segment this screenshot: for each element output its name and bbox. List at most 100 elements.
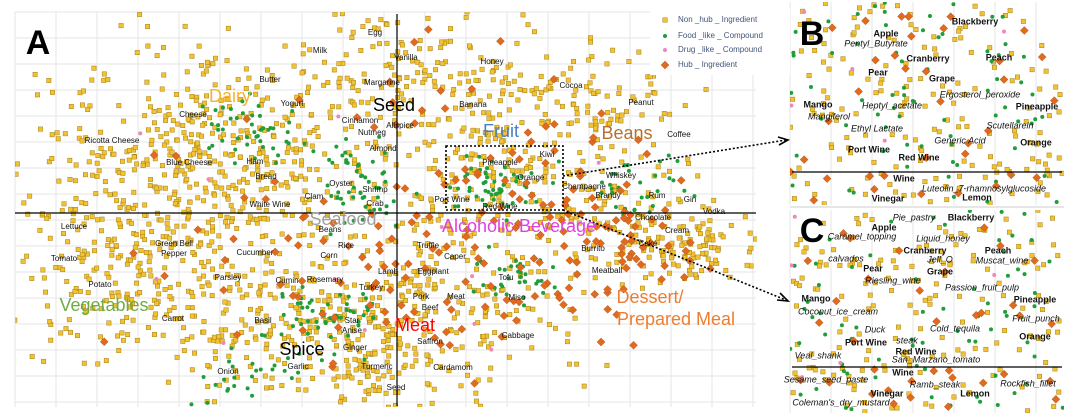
compound-point xyxy=(552,285,557,290)
ingredient-point xyxy=(270,239,276,245)
ingredient-point xyxy=(693,272,698,278)
ingredient-point xyxy=(996,280,1002,286)
ingredient-point xyxy=(969,162,975,168)
compound-point xyxy=(506,204,511,209)
ingredient-point xyxy=(901,192,907,198)
ingredient-point xyxy=(429,400,435,406)
compound-point xyxy=(536,279,541,284)
ingredient-point xyxy=(475,288,481,294)
category-label: Dessert/ xyxy=(616,287,683,307)
ingredient-point xyxy=(893,265,899,271)
ingredient-point xyxy=(158,134,164,140)
ingredient-point xyxy=(581,383,587,389)
compound-point xyxy=(1054,199,1059,204)
ingredient-point xyxy=(438,364,444,370)
ingredient-point xyxy=(362,233,368,239)
ingredient-point xyxy=(200,122,206,128)
ingredient-point xyxy=(259,97,265,103)
compound-point xyxy=(1003,42,1008,47)
ingredient-point xyxy=(477,136,483,141)
ingredient-label: Kiwi xyxy=(540,150,555,159)
ingredient-point xyxy=(344,75,350,81)
ingredient-point xyxy=(171,191,177,197)
compound-point xyxy=(827,237,832,242)
ingredient-point xyxy=(359,332,365,338)
ingredient-point xyxy=(307,47,313,53)
ingredient-label: Eggplant xyxy=(417,267,449,276)
hub-point xyxy=(409,37,419,47)
hub-point xyxy=(240,193,249,202)
ingredient-point xyxy=(910,192,916,198)
ingredient-point xyxy=(851,30,857,36)
ingredient-point xyxy=(105,237,111,243)
ingredient-point xyxy=(230,133,236,139)
ingredient-point xyxy=(59,208,65,214)
ingredient-point xyxy=(438,45,444,50)
ingredient-point xyxy=(274,121,279,127)
ingredient-point xyxy=(812,191,818,197)
hub-point xyxy=(617,243,626,252)
compound-point xyxy=(967,338,972,343)
ingredient-point xyxy=(409,317,415,323)
compound-point xyxy=(920,309,925,314)
panel-c-points xyxy=(790,210,1064,413)
ingredient-point xyxy=(337,27,343,33)
hub-point xyxy=(473,168,483,177)
compound-point xyxy=(1024,381,1029,386)
compound-point xyxy=(1005,273,1010,278)
ingredient-point xyxy=(700,251,705,257)
compound-point xyxy=(363,175,368,180)
compound-point xyxy=(285,356,290,361)
ingredient-point xyxy=(262,373,268,379)
ingredient-point xyxy=(83,308,89,314)
legend-marker xyxy=(660,60,670,70)
ingredient-point xyxy=(816,263,822,269)
ingredient-point xyxy=(393,239,399,245)
ingredient-point xyxy=(165,105,171,111)
ingredient-point xyxy=(174,354,180,360)
ingredient-point xyxy=(233,186,239,192)
ingredient-label: Cucumber xyxy=(237,248,274,257)
ingredient-point xyxy=(697,244,703,250)
ingredient-point xyxy=(49,132,55,138)
ingredient-point xyxy=(68,291,74,297)
ingredient-point xyxy=(643,275,648,281)
ingredient-point xyxy=(264,252,270,258)
ingredient-point xyxy=(99,216,105,222)
ingredient-point xyxy=(1020,305,1026,311)
hub-point xyxy=(219,285,228,295)
compound-point xyxy=(351,195,356,200)
ingredient-point xyxy=(577,150,583,156)
ingredient-point xyxy=(113,303,119,309)
ingredient-point xyxy=(744,262,750,268)
ingredient-point xyxy=(15,161,20,167)
compound-point xyxy=(249,122,254,127)
ingredient-point xyxy=(492,330,498,335)
hub-point xyxy=(557,215,567,225)
compound-point xyxy=(839,323,844,328)
compound-point xyxy=(260,145,265,150)
compound-point xyxy=(492,179,497,184)
ingredient-point xyxy=(375,303,381,309)
ingredient-point xyxy=(1026,105,1032,111)
ingredient-point xyxy=(937,256,943,262)
compound-point xyxy=(847,188,852,193)
ingredient-point xyxy=(462,219,468,225)
ingredient-point xyxy=(956,124,962,130)
ingredient-point xyxy=(365,18,371,24)
ingredient-point xyxy=(55,136,61,142)
compound-point xyxy=(905,164,910,169)
ingredient-point xyxy=(126,204,131,210)
ingredient-point xyxy=(0,119,1,123)
ingredient-point xyxy=(964,123,970,129)
ingredient-point xyxy=(147,183,153,189)
ingredient-point xyxy=(821,201,827,205)
compound-point xyxy=(296,370,301,375)
hub-label: Mango xyxy=(802,293,831,303)
ingredient-label: Star xyxy=(345,316,360,325)
compound-point xyxy=(1030,92,1035,97)
hub-point xyxy=(978,378,988,388)
compound-point xyxy=(1016,119,1021,124)
ingredient-point xyxy=(1040,307,1045,312)
ingredient-point xyxy=(408,201,414,207)
